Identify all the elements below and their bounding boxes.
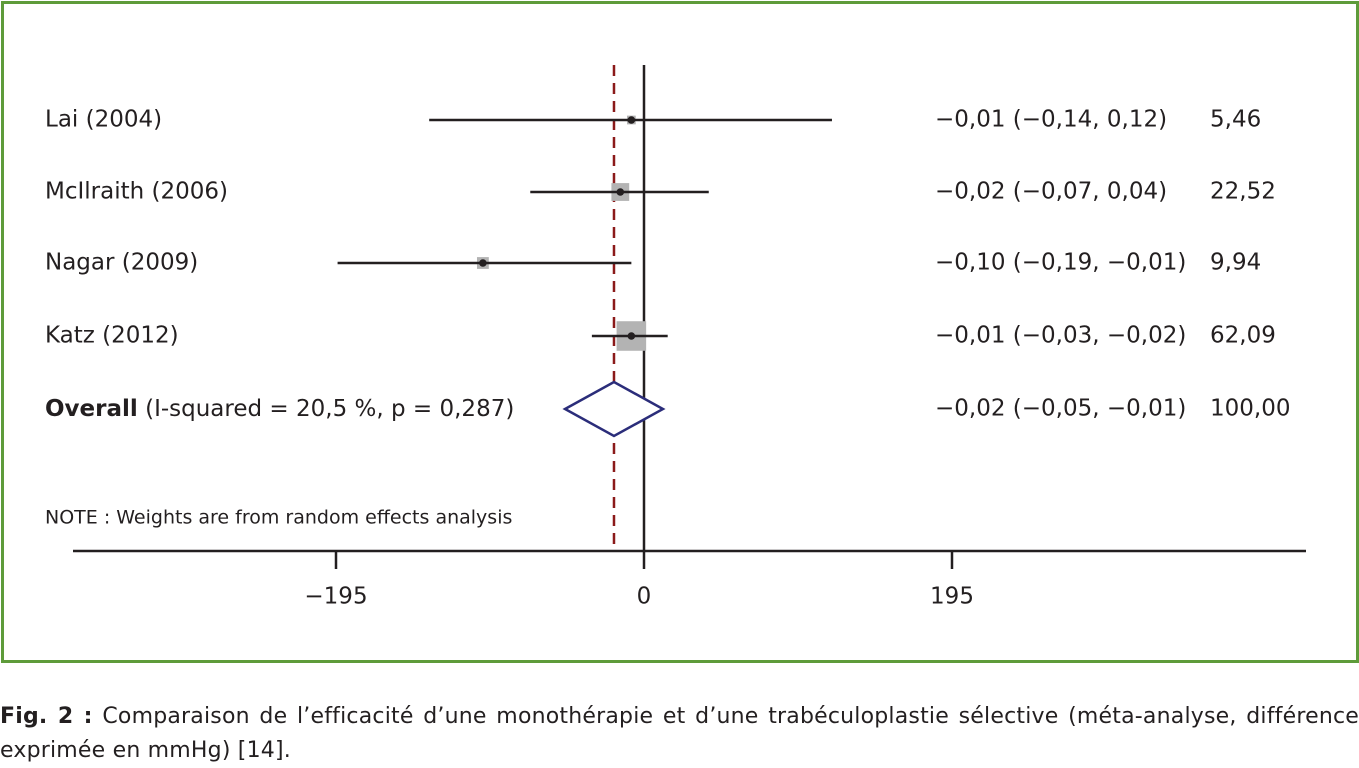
weight-text: 5,46 [1210,107,1261,133]
x-tick-label: −195 [304,584,367,610]
x-tick-label: 195 [930,584,974,610]
estimate-text: −0,01 (−0,14, 0,12) [935,107,1167,133]
overall-weight-text: 100,00 [1210,396,1290,422]
caption-text: Comparaison de l’efficacité d’une monoth… [0,704,1359,763]
estimate-text: −0,01 (−0,03, −0,02) [935,323,1186,349]
x-tick-label: 0 [637,584,652,610]
figure-frame [1,1,1359,663]
study-label: Nagar (2009) [45,250,198,276]
overall-diamond [562,380,666,438]
weight-text: 9,94 [1210,250,1261,276]
caption-label: Fig. 2 : [0,704,93,729]
point-estimate [479,259,487,267]
study-label: McIlraith (2006) [45,179,228,205]
point-estimate [627,116,636,124]
overall-estimate-text: −0,02 (−0,05, −0,01) [935,396,1186,422]
point-estimate [627,332,636,340]
forest-plot: Lai (2004) −0,01 (−0,14, 0,12) 5,46 McIlrai… [45,65,1306,610]
point-estimate [616,188,625,196]
study-label: Katz (2012) [45,323,179,349]
weights-note: NOTE : Weights are from random effects a… [45,507,512,529]
weight-text: 62,09 [1210,323,1276,349]
weight-text: 22,52 [1210,179,1276,205]
overall-label: Overall (I-squared = 20,5 %, p = 0,287) [45,396,514,422]
figure-caption: Fig. 2 : Comparaison de l’efficacité d’u… [0,700,1359,768]
study-label: Lai (2004) [45,107,162,133]
estimate-text: −0,02 (−0,07, 0,04) [935,179,1167,205]
estimate-text: −0,10 (−0,19, −0,01) [935,250,1186,276]
